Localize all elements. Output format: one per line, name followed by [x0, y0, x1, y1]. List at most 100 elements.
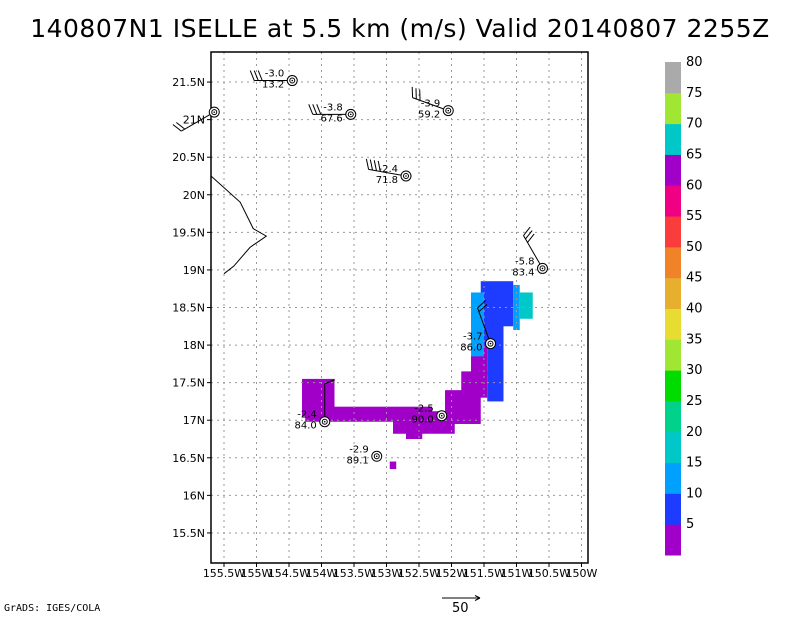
- y-tick-label: 18N: [183, 339, 205, 352]
- sonde-center-dot: [440, 414, 443, 417]
- x-tick-label: 150W: [566, 567, 598, 580]
- x-tick-label: 151.5W: [463, 567, 505, 580]
- colorbar-label: 10: [686, 486, 703, 501]
- colorbar-swatch: [665, 62, 681, 94]
- sonde-center-dot: [291, 79, 294, 82]
- wind-barb-flag: [308, 104, 314, 115]
- colorbar-swatch: [665, 524, 681, 556]
- colorbar-swatch: [665, 92, 681, 125]
- y-tick-label: 21.5N: [172, 76, 205, 89]
- colorbar-label: 30: [686, 363, 703, 378]
- sonde-ring-inner: [321, 418, 328, 425]
- wind-barb-staff: [412, 97, 449, 112]
- x-tick-label: 150.5W: [528, 567, 570, 580]
- colorbar-label: 65: [686, 147, 703, 162]
- wind-barb-flag: [369, 159, 374, 171]
- sonde-ring-inner: [373, 453, 380, 460]
- colorbar: 5 10 15 20 25 30 35 40 45 50 55 60 65 70 75 80: [665, 55, 703, 556]
- x-tick-label: 154.5W: [268, 567, 310, 580]
- sonde-ring-inner: [487, 340, 494, 347]
- y-tick-label: 19.5N: [172, 226, 205, 239]
- colorbar-swatch: [665, 123, 681, 155]
- coastline-path: [211, 175, 268, 275]
- dropsonde-marker: -2.989.1: [346, 444, 383, 466]
- y-tick-label: 19N: [183, 264, 205, 277]
- colorbar-swatch: [665, 308, 681, 340]
- colorbar-label: 35: [686, 332, 703, 347]
- sonde-center-dot: [213, 111, 216, 113]
- reference-vector-arrow: [442, 595, 481, 601]
- wind-speed-cell: [406, 427, 423, 440]
- wind-barb-staff: [477, 307, 491, 344]
- colorbar-swatch: [665, 493, 681, 525]
- sonde-top-label: -3.9: [421, 99, 441, 110]
- sonde-center-dot: [323, 420, 326, 423]
- sonde-top-label: -3.8: [323, 102, 343, 113]
- sonde-bottom-label: 13.2: [262, 80, 284, 91]
- sonde-bottom-label: 59.2: [418, 110, 440, 121]
- wind-speed-cell: [497, 281, 514, 327]
- wind-barb-flag: [176, 122, 186, 130]
- wind-barb-staff: [368, 168, 407, 177]
- x-tick-label: 153W: [371, 567, 403, 580]
- colorbar-swatch: [665, 431, 681, 464]
- wind-barb-flag: [249, 70, 255, 81]
- sonde-center-dot: [375, 455, 378, 458]
- chart-title: 140807N1 ISELLE at 5.5 km (m/s) Valid 20…: [30, 14, 770, 43]
- colorbar-label: 60: [686, 178, 703, 193]
- colorbar-swatch: [665, 246, 681, 279]
- wind-speed-cell: [513, 284, 520, 331]
- colorbar-label: 5: [686, 517, 694, 532]
- wind-speed-cell: [461, 371, 488, 398]
- wind-barb-flag: [377, 160, 381, 172]
- sonde-ring-inner: [438, 412, 445, 419]
- sonde-ring-inner: [289, 77, 296, 84]
- y-tick-label: 18.5N: [172, 302, 205, 315]
- sonde-ring-inner: [445, 107, 452, 114]
- y-tick-label: 16N: [183, 489, 205, 502]
- colorbar-label: 15: [686, 456, 703, 471]
- wind-barb-flag: [316, 104, 322, 115]
- colorbar-label: 45: [686, 271, 703, 286]
- colorbar-swatch: [665, 400, 681, 433]
- dropsonde-marker: -3.867.6: [308, 102, 357, 124]
- sonde-bottom-label: 90.0: [411, 415, 433, 426]
- sonde-top-label: -5.8: [515, 256, 535, 267]
- wind-barb-flag: [523, 226, 531, 236]
- x-tick-label: 151W: [501, 567, 533, 580]
- sonde-bottom-label: 67.6: [320, 113, 342, 124]
- y-tick-label: 21N: [183, 114, 205, 127]
- wind-barb-staff: [181, 111, 215, 132]
- sonde-top-label: -2.9: [349, 444, 369, 455]
- y-tick-label: 16.5N: [172, 452, 205, 465]
- colorbar-swatch: [665, 462, 681, 494]
- wind-barb-flag: [477, 300, 486, 309]
- wind-barb-flag: [312, 104, 318, 115]
- sonde-bottom-label: 86.0: [460, 343, 482, 354]
- colorbar-label: 40: [686, 302, 703, 317]
- dropsonde-marker: -2.484.0: [294, 379, 335, 432]
- colorbar-label: 50: [686, 240, 703, 255]
- sonde-bottom-label: 89.1: [346, 455, 368, 466]
- reference-vector-label: 50: [452, 601, 469, 616]
- colorbar-label: 75: [686, 86, 703, 101]
- colorbar-swatch: [665, 339, 681, 371]
- x-tick-label: 153.5W: [333, 567, 375, 580]
- sonde-top-label: -3.0: [265, 69, 285, 80]
- wind-speed-cell: [471, 292, 484, 357]
- wind-speed-cell: [519, 292, 533, 319]
- wind-barb-flag: [373, 160, 377, 171]
- dropsonde-marker: -3.013.2: [249, 69, 298, 91]
- colorbar-swatch: [665, 277, 681, 309]
- x-tick-label: 155W: [241, 567, 273, 580]
- wind-barb-flag: [253, 70, 259, 81]
- wind-barb-staff: [523, 235, 543, 269]
- sonde-bottom-label: 83.4: [512, 267, 534, 278]
- sonde-ring-inner: [403, 172, 409, 179]
- x-tick-label: 155.5W: [203, 567, 245, 580]
- sonde-center-dot: [489, 342, 492, 345]
- sonde-center-dot: [447, 109, 450, 112]
- wind-barb-flag: [525, 230, 533, 240]
- sonde-center-dot: [349, 113, 352, 116]
- sonde-top-label: -2.4: [297, 410, 317, 421]
